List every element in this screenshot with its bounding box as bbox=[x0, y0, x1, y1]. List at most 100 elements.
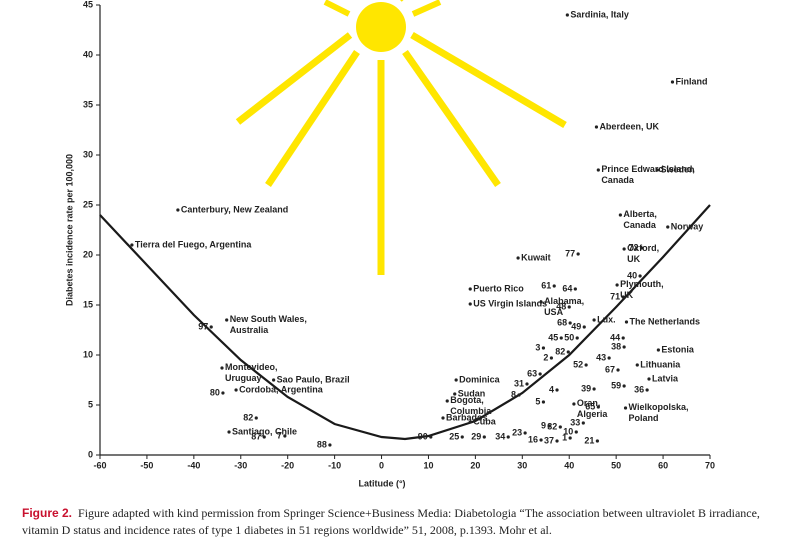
point-label: Sweden bbox=[660, 164, 694, 174]
point bbox=[559, 336, 563, 340]
point-label: 48 bbox=[556, 301, 566, 311]
point-label: Canterbury, New Zealand bbox=[181, 204, 288, 214]
point bbox=[468, 420, 472, 424]
point-label: 82 bbox=[555, 346, 565, 356]
point-label: 40 bbox=[627, 270, 637, 280]
point-label: Lithuania bbox=[640, 359, 681, 369]
point bbox=[670, 80, 675, 84]
point-label: Kuwait bbox=[521, 252, 551, 262]
point bbox=[517, 393, 521, 397]
point-label: Wielkopolska, Poland bbox=[629, 402, 689, 423]
point-label: 52 bbox=[573, 359, 583, 369]
point bbox=[623, 406, 628, 410]
point bbox=[220, 366, 224, 370]
point bbox=[552, 284, 556, 288]
point-label: Lux. bbox=[597, 314, 616, 324]
point-label: Alabama, USA bbox=[544, 296, 584, 317]
point bbox=[622, 384, 626, 388]
point bbox=[539, 300, 543, 304]
x-tick-label: 40 bbox=[564, 460, 574, 470]
point bbox=[541, 400, 546, 404]
point-label: Dominica bbox=[459, 374, 501, 384]
y-axis-label: Diabetes incidence rate per 100,000 bbox=[64, 154, 74, 306]
point bbox=[645, 388, 649, 392]
point-label: The Netherlands bbox=[629, 316, 700, 326]
point-label: Oxford, UK bbox=[627, 243, 659, 264]
point bbox=[176, 208, 180, 212]
point-label: 67 bbox=[605, 364, 615, 374]
point bbox=[445, 399, 449, 403]
point bbox=[575, 336, 579, 340]
point bbox=[656, 348, 660, 352]
point-label: 2 bbox=[543, 352, 548, 362]
point bbox=[595, 439, 599, 443]
point-label: Prince Edward Island, Canada bbox=[601, 164, 695, 185]
point bbox=[581, 421, 585, 425]
point bbox=[547, 424, 551, 428]
point bbox=[523, 431, 527, 435]
point bbox=[516, 256, 520, 260]
x-tick-label: -50 bbox=[140, 460, 153, 470]
point-label: 39 bbox=[581, 383, 591, 393]
point bbox=[624, 320, 629, 324]
point-label: 37 bbox=[544, 435, 554, 445]
point bbox=[555, 439, 559, 443]
point-label: Latvia bbox=[652, 373, 679, 383]
point-label: Barbados bbox=[446, 412, 488, 422]
point bbox=[272, 378, 276, 382]
point bbox=[453, 392, 457, 396]
point-label: 63 bbox=[527, 368, 537, 378]
point bbox=[454, 378, 458, 382]
caption-text: Figure adapted with kind permission from… bbox=[22, 506, 760, 537]
point-label: 36 bbox=[634, 384, 644, 394]
point bbox=[468, 287, 472, 291]
point-label: 43 bbox=[596, 352, 606, 362]
point bbox=[130, 243, 134, 247]
point bbox=[568, 321, 572, 325]
y-tick-label: 15 bbox=[83, 299, 93, 309]
point bbox=[621, 336, 625, 340]
point bbox=[582, 325, 586, 329]
point-label: 59 bbox=[611, 380, 621, 390]
point-label: Estonia bbox=[661, 344, 695, 354]
point bbox=[639, 246, 644, 250]
point-label: 10 bbox=[563, 426, 573, 436]
point-label: Cuba bbox=[473, 416, 496, 426]
point-label: Finland bbox=[675, 76, 707, 86]
point bbox=[429, 435, 433, 439]
point bbox=[638, 274, 642, 278]
point bbox=[568, 436, 572, 440]
point-label: Sudan bbox=[458, 388, 486, 398]
x-tick-label: 60 bbox=[658, 460, 668, 470]
sun bbox=[235, 0, 567, 275]
point bbox=[541, 346, 546, 350]
point-label: 90 bbox=[418, 431, 428, 441]
point-label: 31 bbox=[514, 378, 524, 388]
point bbox=[558, 425, 562, 429]
y-tick-label: 0 bbox=[88, 449, 93, 459]
point-label: 87 bbox=[251, 431, 261, 441]
point-label: US Virgin Islands bbox=[473, 298, 547, 308]
point bbox=[506, 435, 510, 439]
point bbox=[615, 283, 619, 287]
point-label: 64 bbox=[562, 283, 572, 293]
chart: Latitude (°) Diabetes incidence rate per… bbox=[64, 0, 715, 488]
x-tick-label: -60 bbox=[93, 460, 106, 470]
y-tick-label: 35 bbox=[83, 99, 93, 109]
point bbox=[482, 435, 486, 439]
x-tick-label: -30 bbox=[234, 460, 247, 470]
point bbox=[635, 363, 639, 367]
y-tick-label: 10 bbox=[83, 349, 93, 359]
point-label: 9 bbox=[541, 420, 546, 430]
point-label: 71 bbox=[610, 291, 620, 301]
point-label: 68 bbox=[557, 317, 567, 327]
point-label: 8 bbox=[511, 389, 516, 399]
point-label: 7 bbox=[277, 430, 282, 440]
point bbox=[594, 125, 599, 129]
point-label: 77 bbox=[565, 248, 575, 258]
point-label: 29 bbox=[471, 431, 481, 441]
x-tick-label: 0 bbox=[379, 460, 384, 470]
point-label: Alberta, Canada bbox=[623, 209, 657, 230]
point-label: 97 bbox=[198, 321, 208, 331]
